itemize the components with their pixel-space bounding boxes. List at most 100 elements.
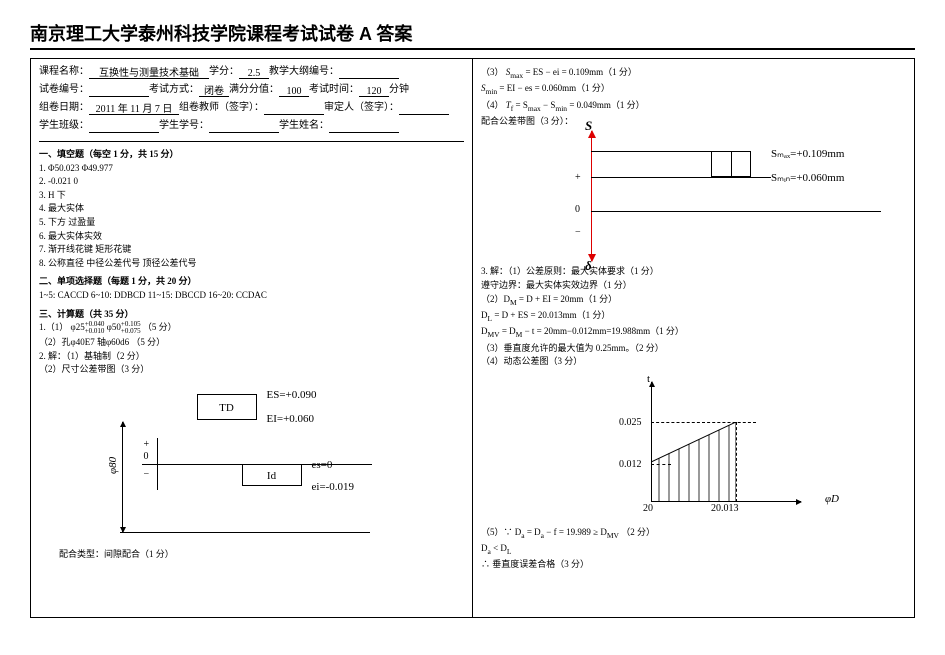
fullscore-value: 100 [279,85,309,97]
tf-min: min [555,103,567,112]
s-box [711,151,751,177]
minus-label: − [144,468,150,482]
xtick-2: 20.013 [711,502,739,516]
r4: 配合公差带图（3 分）： [481,115,906,128]
header-row-2: 试卷编号： 考试方式： 闭卷 满分分值： 100 考试时间： 120 分钟 [39,83,464,97]
r-smin: Smin = EI − es = 0.060mm（1 分） [481,82,906,97]
dim-text: φ80 [106,457,121,474]
q3d: DL = D + ES = 20.013mm（1 分） [481,309,906,324]
sec1-l5: 5. 下方 过盈量 [39,216,464,229]
r3-pre: （4） [481,100,504,110]
tf-eq2: − S [543,100,555,110]
q3i-a: a [488,547,491,556]
tolerance-figure-1: TD ES=+0.090 EI=+0.060 + 0 − Id es=0 ei=… [102,384,402,544]
divider [39,141,464,142]
minus2: − [575,226,581,240]
q3e: DMV = DM − t = 20mm−0.012mm=19.988mm（1 分… [481,325,906,340]
reviewer-label: 审定人（签字）： [324,101,399,115]
groupdate-label: 组卷日期： [39,101,89,115]
hline-2 [591,177,771,178]
sec2-l1: 1~5: CACCD 6~10: DDBCD 11~15: DBCCD 16~2… [39,289,464,302]
fullscore-label: 满分分值： [229,83,279,97]
sname-label: 学生姓名： [279,119,329,133]
q1a-exp2: φ50 [107,322,121,332]
sid-value [209,121,279,133]
course-label: 课程名称： [39,65,89,79]
d-axis-label: φD [825,492,839,507]
r-smax: （3） Smax = ES − ei = 0.109mm（1 分） [481,66,906,81]
ytick-2: 0.025 [619,416,642,430]
smin-lbl: Sₘᵢₙ=+0.060mm [771,171,844,186]
sec3-q2a: 2. 解：（1）基轴制（2 分） [39,350,464,363]
q1a-pre: 1.（1） [39,322,68,332]
credit-label: 学分： [209,65,239,79]
course-value: 互换性与测量技术基础 [89,67,209,79]
outline-value [339,67,399,79]
q3h-mv: MV [607,531,619,540]
class-label: 学生班级： [39,119,89,133]
hline-1 [591,151,711,152]
smax-sub: max [510,71,523,80]
examtime-value: 120 [359,85,389,97]
q1a-sub2: +0.075 [121,327,141,335]
ei2-label: ei=-0.019 [312,480,355,495]
sec1-l1: 1. Φ50.023 Φ49.977 [39,162,464,175]
sec1-l7: 7. 渐开线花键 矩形花键 [39,243,464,256]
teacher-label: 组卷教师（签字）： [179,101,264,115]
teacher-value [264,103,324,115]
q3c-m: M [510,297,517,306]
td-box: TD [197,394,257,420]
q3d-l: L [488,314,493,323]
tf-max: max [528,103,541,112]
sid-label: 学生学号： [159,119,209,133]
tf-eq1: = S [516,100,528,110]
dynamic-tolerance-chart: t φD 0.012 0.025 20 20.013 [621,372,821,522]
delta-label: δ [585,257,592,275]
examtime-unit: 分钟 [389,83,409,97]
q3a: 3. 解：（1）公差原则：最大实体要求（1 分） [481,265,906,278]
q3h-eq2: − f = 19.989 ≥ D [546,527,607,537]
sec1-l4: 4. 最大实体 [39,202,464,215]
q3h-eq1: = D [527,527,541,537]
q3j: ∴ 垂直度误差合格（3 分） [481,558,906,571]
right-column: （3） Smax = ES − ei = 0.109mm（1 分） Smin =… [473,59,914,617]
smin-eq: = EI − es = 0.060mm（1 分） [499,83,609,93]
q3h-a2: a [541,531,544,540]
sec1-title: 一、填空题（每空 1 分，共 15 分） [39,148,464,161]
q3d-eq: = D + ES = 20.013mm（1 分） [494,310,610,320]
q3c-pre: （2）D [481,294,510,304]
dim-arrow [122,422,123,532]
q1a-exp1: φ25 [71,322,85,332]
q3h-pts: （2 分） [621,527,655,537]
q3e-mv: MV [488,330,500,339]
q3c: （2）DM = D + EI = 20mm（1 分） [481,293,906,308]
sec3-title: 三、计算题（共 35 分） [39,308,464,321]
header-row-4: 学生班级： 学生学号： 学生姓名： [39,119,464,133]
page-title: 南京理工大学泰州科技学院课程考试试卷 A 答案 [30,20,915,50]
tf-val: = 0.049mm（1 分） [569,100,644,110]
q3e-m2: M [516,330,523,339]
q3e-eq1: = D [502,326,516,336]
left-column: 课程名称： 互换性与测量技术基础 学分： 2.5 教学大纲编号： 试卷编号： 考… [31,59,473,617]
zero2: 0 [575,203,580,217]
q3i-l: L [507,547,512,556]
credit-value: 2.5 [239,67,269,79]
fit-tolerance-figure: S δ Sₘₐₓ=+0.109mm Sₘᵢₙ=+0.060mm + 0 − [511,131,891,261]
q3f: （3）垂直度允许的最大值为 0.25mm。（2 分） [481,342,906,355]
sec3-q1a: 1.（1） φ25+0.040+0.010 φ50+0.105+0.075 （5… [39,321,464,335]
smax-eq: = ES − ei = 0.109mm（1 分） [525,67,636,77]
q3i-eq: < D [493,543,507,553]
zero2-line [591,211,881,212]
two-column-layout: 课程名称： 互换性与测量技术基础 学分： 2.5 教学大纲编号： 试卷编号： 考… [30,58,915,618]
dash-x2 [736,422,737,502]
class-value [89,121,159,133]
id-box: Id [242,464,302,486]
es-label: ES=+0.090 [267,388,317,403]
exammode-label: 考试方式： [149,83,199,97]
examtime-label: 考试时间： [309,83,359,97]
smax-lbl: Sₘₐₓ=+0.109mm [771,147,844,162]
header-row-1: 课程名称： 互换性与测量技术基础 学分： 2.5 教学大纲编号： [39,65,464,79]
q3i: Da < DL [481,542,906,557]
q3h-a: a [521,531,524,540]
dim-base [120,532,370,533]
